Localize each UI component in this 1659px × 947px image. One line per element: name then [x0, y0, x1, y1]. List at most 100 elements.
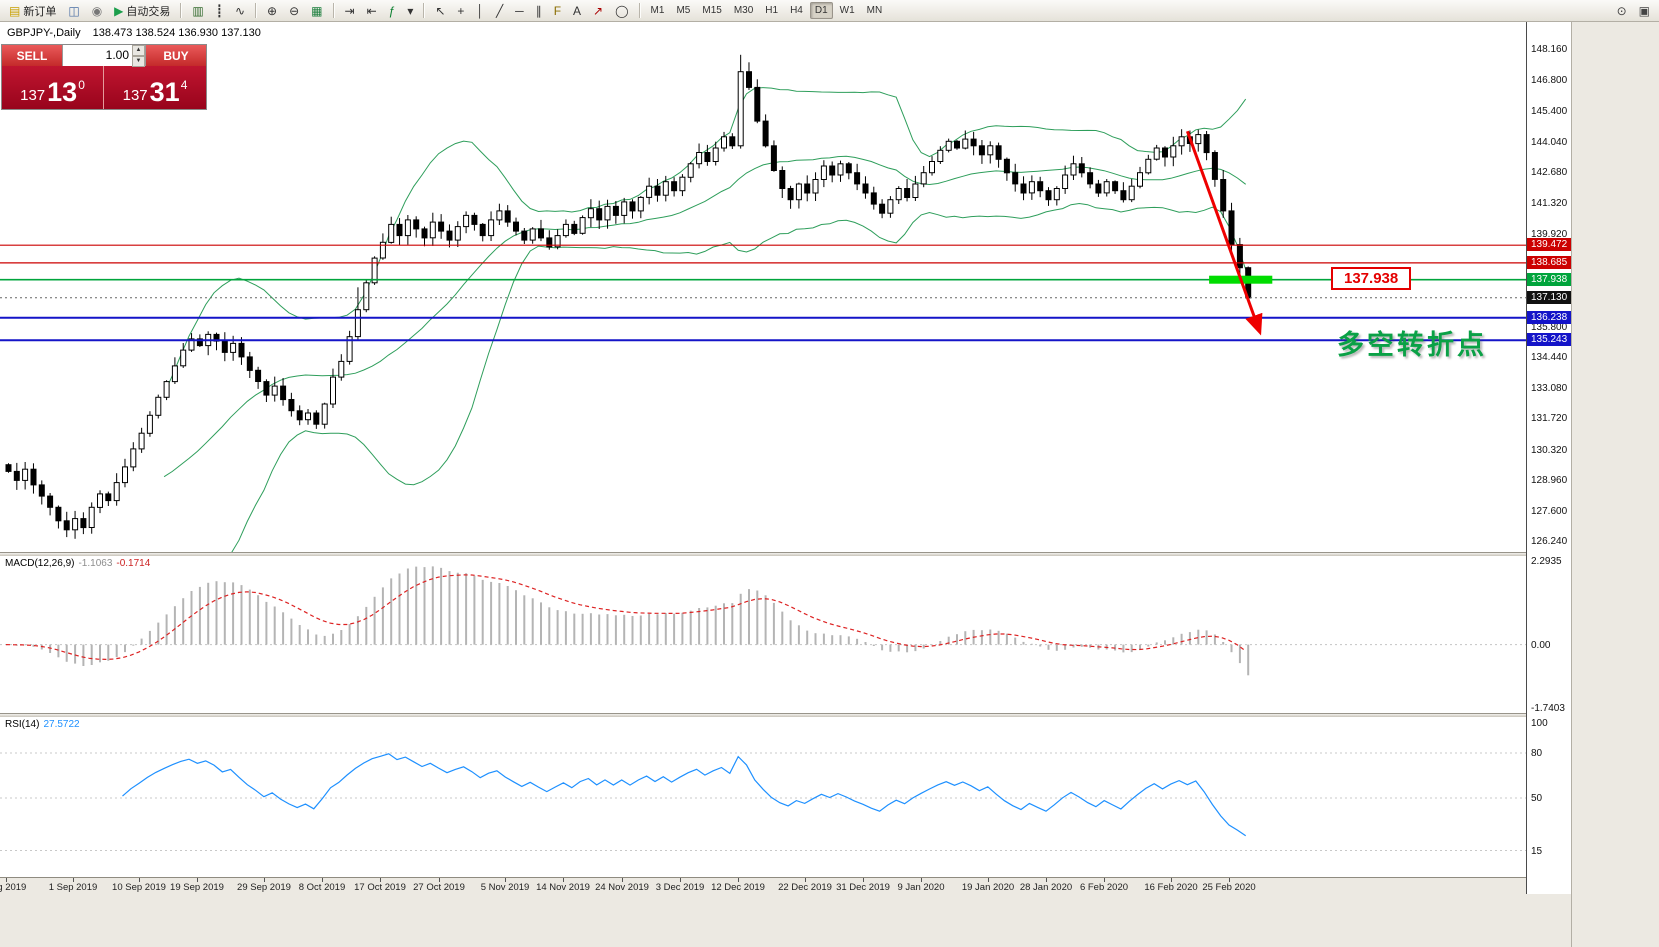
price-axis[interactable]: 148.160 146.800 145.400 144.040 142.680 141.3…	[1526, 22, 1571, 894]
rsi-axis-label: 50	[1531, 793, 1543, 804]
candle	[887, 199, 894, 214]
chart-window-icon[interactable]: ◫	[63, 0, 84, 21]
rsi-chart[interactable]	[0, 717, 1526, 877]
candle	[1228, 210, 1235, 246]
candle	[954, 140, 960, 149]
candle	[354, 309, 361, 338]
zoom-out-icon[interactable]: ⊖	[284, 0, 304, 21]
bollinger-band-line	[163, 87, 1247, 395]
chart-shift-icon[interactable]: ⇤	[362, 0, 382, 21]
trend-arrow	[1185, 130, 1263, 336]
horizontal-line-icon[interactable]: ─	[510, 0, 529, 21]
candle	[696, 152, 703, 165]
date-tick	[1229, 878, 1230, 882]
sell-button[interactable]: SELL	[2, 45, 62, 66]
date-axis-label: 14 Nov 2019	[536, 882, 590, 893]
candle	[571, 223, 578, 234]
candle	[787, 188, 794, 201]
volume-value[interactable]: 1.00	[105, 48, 129, 62]
date-tick	[322, 878, 323, 882]
templates-icon: ▾	[407, 3, 414, 18]
volume-down-icon[interactable]: ▼	[132, 55, 145, 67]
line-chart-icon[interactable]: ∿	[230, 0, 250, 21]
text-icon: A	[573, 3, 582, 18]
timeframe-M30[interactable]: M30	[733, 5, 754, 16]
date-tick	[505, 878, 506, 882]
candle	[812, 179, 819, 194]
record-icon: ◉	[91, 3, 103, 18]
buy-price[interactable]: 137 31 4	[104, 66, 206, 109]
auto-scroll-icon[interactable]: ⇥	[340, 0, 360, 21]
zoom-in-icon[interactable]: ⊕	[262, 0, 282, 21]
volume-up-icon[interactable]: ▲	[132, 44, 145, 56]
candle	[978, 145, 985, 156]
candle	[1062, 174, 1069, 189]
buy-button[interactable]: BUY	[146, 45, 206, 66]
record-icon[interactable]: ◉	[87, 0, 107, 21]
sell-price-main: 137	[20, 86, 46, 104]
candle	[180, 349, 187, 367]
date-axis-label: 28 Jan 2020	[1019, 882, 1073, 893]
main-price-chart[interactable]	[0, 22, 1526, 552]
candle	[479, 223, 486, 237]
candle	[1145, 158, 1152, 174]
candle	[1103, 181, 1110, 194]
text-icon[interactable]: A	[568, 0, 586, 21]
candle	[1095, 183, 1102, 194]
candle	[504, 210, 511, 223]
bar-chart-icon[interactable]: ▥	[187, 0, 208, 21]
timeframe-H4[interactable]: H4	[790, 5, 803, 16]
candle	[438, 221, 445, 232]
date-tick	[1171, 878, 1172, 882]
candle	[962, 138, 969, 149]
price-axis-label: 134.440	[1531, 352, 1568, 363]
timeframe-MN[interactable]: MN	[866, 5, 883, 16]
new-order-button[interactable]: ▤ 新订单	[4, 0, 61, 21]
candle	[230, 342, 237, 353]
fibonacci-icon[interactable]: F	[549, 0, 566, 21]
timeframe-M1[interactable]: M1	[650, 5, 665, 16]
channel-icon[interactable]: ∥	[531, 0, 547, 21]
shapes-icon: ◯	[615, 3, 629, 18]
candle	[1128, 185, 1135, 201]
auto-trading-button[interactable]: ▶ 自动交易	[109, 0, 175, 21]
price-level-tag: 139.472	[1527, 238, 1571, 251]
vertical-line-icon[interactable]: │	[471, 0, 489, 21]
panel-splitter[interactable]	[0, 713, 1571, 717]
panel-splitter[interactable]	[0, 552, 1571, 556]
candle	[80, 518, 87, 529]
candle	[413, 219, 420, 230]
volume-field[interactable]: 1.00 ▲ ▼	[62, 44, 146, 67]
candle	[879, 203, 886, 214]
candle	[779, 170, 786, 189]
crosshair-icon[interactable]: +	[452, 0, 469, 21]
date-axis[interactable]: Aug 2019 1 Sep 2019 10 Sep 2019 19 Sep 2019…	[0, 877, 1571, 894]
candle	[396, 223, 403, 237]
macd-chart[interactable]	[0, 556, 1526, 713]
sell-price[interactable]: 137 13 0	[2, 66, 104, 109]
tile-windows-icon[interactable]: ▦	[306, 0, 327, 21]
search-icon[interactable]: ⊙	[1612, 0, 1632, 21]
candle	[38, 484, 45, 497]
macd-indicator-label: MACD(12,26,9) -1.1063 -0.1714	[5, 558, 150, 569]
trendline-icon[interactable]: ╱	[491, 0, 508, 21]
timeframe-M15[interactable]: M15	[702, 5, 722, 16]
new-window-icon[interactable]: ▣	[1634, 0, 1655, 21]
candle-chart-icon[interactable]: ┋	[211, 0, 228, 21]
timeframe-W1[interactable]: W1	[839, 5, 855, 16]
date-axis-label: 16 Feb 2020	[1144, 882, 1198, 893]
shapes-icon[interactable]: ◯	[610, 0, 633, 21]
date-tick	[139, 878, 140, 882]
timeframe-H1[interactable]: H1	[765, 5, 779, 16]
cursor-icon[interactable]: ↖	[430, 0, 450, 21]
timeframe-D1[interactable]: D1	[809, 2, 833, 19]
timeframe-M5[interactable]: M5	[676, 5, 691, 16]
indicators-icon[interactable]: ƒ	[384, 0, 401, 21]
candle	[130, 448, 137, 468]
candle	[30, 468, 37, 486]
rsi-name: RSI(14)	[5, 719, 40, 730]
candle	[1037, 181, 1044, 192]
templates-icon[interactable]: ▾	[402, 0, 418, 21]
arrows-icon[interactable]: ↗	[588, 0, 608, 21]
date-tick	[197, 878, 198, 882]
